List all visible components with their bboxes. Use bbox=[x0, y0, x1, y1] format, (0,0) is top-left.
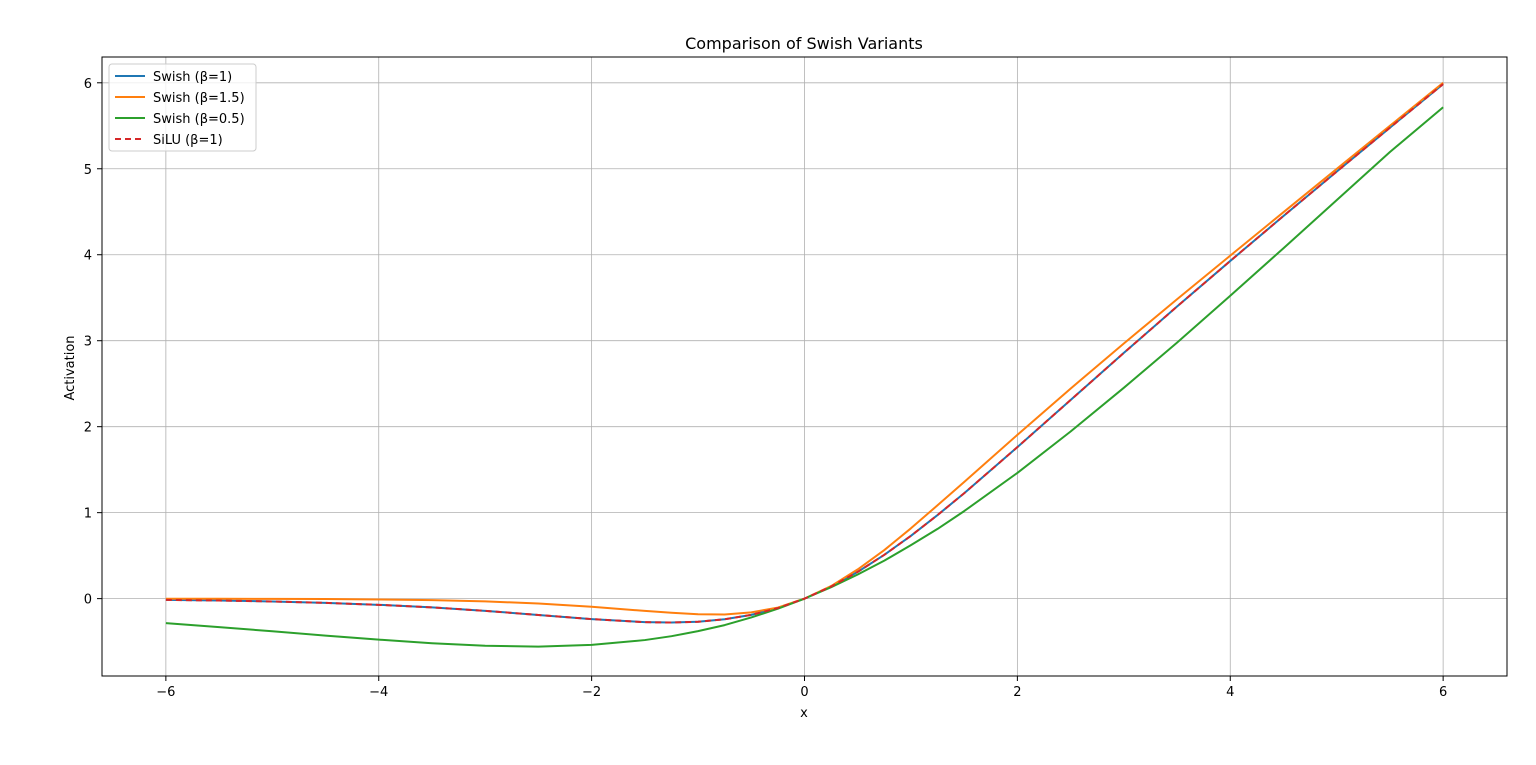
x-axis-ticks: −6 −4 −2 0 2 4 6 bbox=[156, 676, 1447, 700]
y-tick-label: 5 bbox=[84, 163, 92, 178]
y-tick-label: 6 bbox=[84, 77, 92, 92]
legend-label-2: Swish (β=0.5) bbox=[153, 112, 245, 127]
y-axis-label: Activation bbox=[63, 335, 78, 400]
x-tick-label: −6 bbox=[156, 685, 175, 700]
y-tick-label: 4 bbox=[84, 249, 92, 264]
y-tick-label: 2 bbox=[84, 421, 92, 436]
x-axis-label: x bbox=[800, 706, 808, 721]
y-tick-label: 1 bbox=[84, 507, 92, 522]
legend-box bbox=[108, 63, 257, 152]
y-tick-label: 0 bbox=[84, 593, 92, 608]
y-tick-label: 3 bbox=[84, 335, 92, 350]
x-tick-label: 4 bbox=[1226, 685, 1234, 700]
legend-label-1: Swish (β=1.5) bbox=[153, 91, 245, 106]
x-tick-label: −2 bbox=[582, 685, 601, 700]
legend-entries: Swish (β=1) Swish (β=1.5) Swish (β=0.5) SiL… bbox=[115, 70, 245, 148]
x-tick-label: 6 bbox=[1439, 685, 1447, 700]
legend-label-3: SiLU (β=1) bbox=[153, 133, 223, 148]
legend: Swish (β=1) Swish (β=1.5) Swish (β=0.5) SiL… bbox=[108, 63, 257, 152]
chart-title: Comparison of Swish Variants bbox=[685, 34, 923, 53]
series-line-3 bbox=[165, 83, 1444, 624]
series-lines bbox=[165, 82, 1444, 648]
x-tick-label: −4 bbox=[369, 685, 388, 700]
x-tick-label: 0 bbox=[800, 685, 808, 700]
legend-label-0: Swish (β=1) bbox=[153, 70, 232, 85]
x-tick-label: 2 bbox=[1013, 685, 1021, 700]
y-axis-ticks: 0 1 2 3 4 5 6 bbox=[84, 77, 102, 608]
